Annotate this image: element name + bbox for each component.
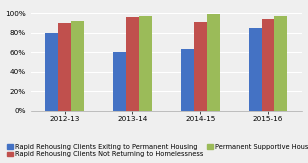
Bar [71, 21, 84, 111]
Bar [58, 23, 71, 111]
Legend: Rapid Rehousing Clients Exiting to Permanent Housing, Rapid Rehousing Clients No: Rapid Rehousing Clients Exiting to Perma… [6, 143, 308, 158]
Bar [113, 52, 126, 111]
Bar [194, 22, 207, 111]
Bar [126, 17, 139, 111]
Bar [181, 49, 194, 111]
Bar [139, 16, 152, 111]
Bar [274, 16, 287, 111]
Bar [207, 14, 220, 111]
Bar [249, 28, 261, 111]
Bar [261, 19, 274, 111]
Bar [45, 33, 58, 111]
